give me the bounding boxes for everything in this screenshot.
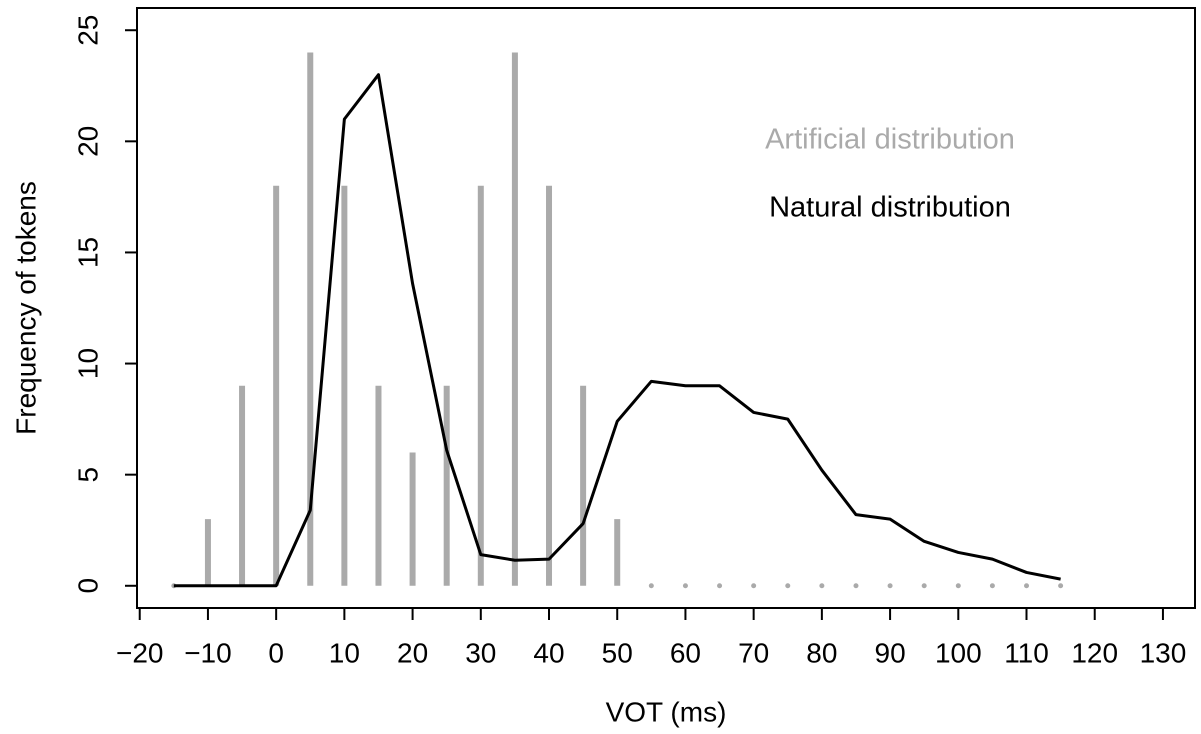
- plot-frame: [136, 7, 1196, 609]
- y-tick-label: 10: [72, 348, 103, 379]
- x-tick-label: 0: [268, 637, 284, 668]
- x-tick-label: 80: [806, 637, 837, 668]
- x-tick-label: 110: [1004, 637, 1049, 668]
- y-tick-label: 15: [72, 237, 103, 268]
- x-tick-label: 90: [875, 637, 906, 668]
- x-axis-label: VOT (ms): [606, 696, 727, 727]
- x-tick-label: −20: [116, 637, 164, 668]
- x-tick-label: 10: [329, 637, 360, 668]
- y-tick-label: 20: [72, 126, 103, 157]
- x-tick-label: 50: [602, 637, 633, 668]
- x-tick-label: 100: [935, 637, 982, 668]
- y-tick-label: 5: [72, 467, 103, 483]
- x-tick-label: 70: [738, 637, 769, 668]
- data-line: [173, 73, 1061, 588]
- y-tick-label: 0: [72, 578, 103, 594]
- x-tick-label: 20: [397, 637, 428, 668]
- x-tick-label: −10: [184, 637, 232, 668]
- x-tick-label: 30: [465, 637, 496, 668]
- x-tick-label: 60: [670, 637, 701, 668]
- x-tick-label: 120: [1071, 637, 1118, 668]
- y-tick-label: 25: [72, 15, 103, 46]
- x-tick-label: 130: [1140, 637, 1187, 668]
- x-tick-label: 40: [533, 637, 564, 668]
- legend-entry: Natural distribution: [769, 192, 1011, 224]
- legend-entry: Artificial distribution: [765, 124, 1015, 156]
- y-axis-label: Frequency of tokens: [10, 181, 41, 435]
